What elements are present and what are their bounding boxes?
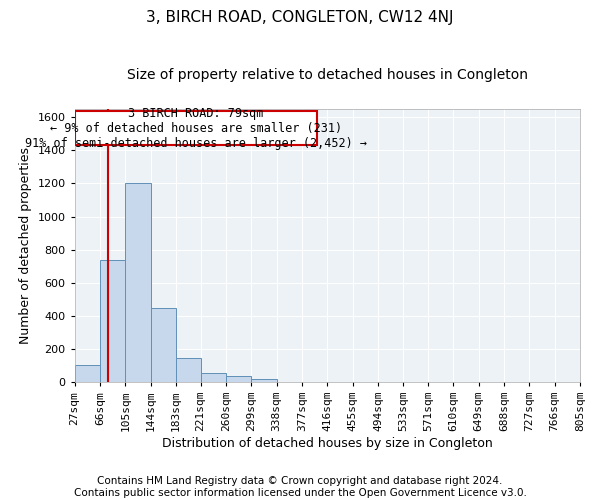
FancyBboxPatch shape (74, 110, 317, 146)
Bar (226, 376, 251, 382)
Bar (176, 358, 201, 382)
Bar (100, 260, 125, 382)
Text: 3, BIRCH ROAD, CONGLETON, CW12 4NJ: 3, BIRCH ROAD, CONGLETON, CW12 4NJ (146, 10, 454, 25)
Bar (251, 379, 277, 382)
Text: Contains HM Land Registry data © Crown copyright and database right 2024.
Contai: Contains HM Land Registry data © Crown c… (74, 476, 526, 498)
X-axis label: Distribution of detached houses by size in Congleton: Distribution of detached houses by size … (162, 437, 493, 450)
Bar (200, 373, 226, 382)
Bar (151, 308, 176, 382)
Bar (125, 184, 151, 382)
Y-axis label: Number of detached properties: Number of detached properties (19, 147, 32, 344)
Text: 3 BIRCH ROAD: 79sqm
← 9% of detached houses are smaller (231)
91% of semi-detach: 3 BIRCH ROAD: 79sqm ← 9% of detached hou… (25, 106, 367, 150)
Title: Size of property relative to detached houses in Congleton: Size of property relative to detached ho… (127, 68, 528, 82)
Bar (74, 364, 100, 382)
